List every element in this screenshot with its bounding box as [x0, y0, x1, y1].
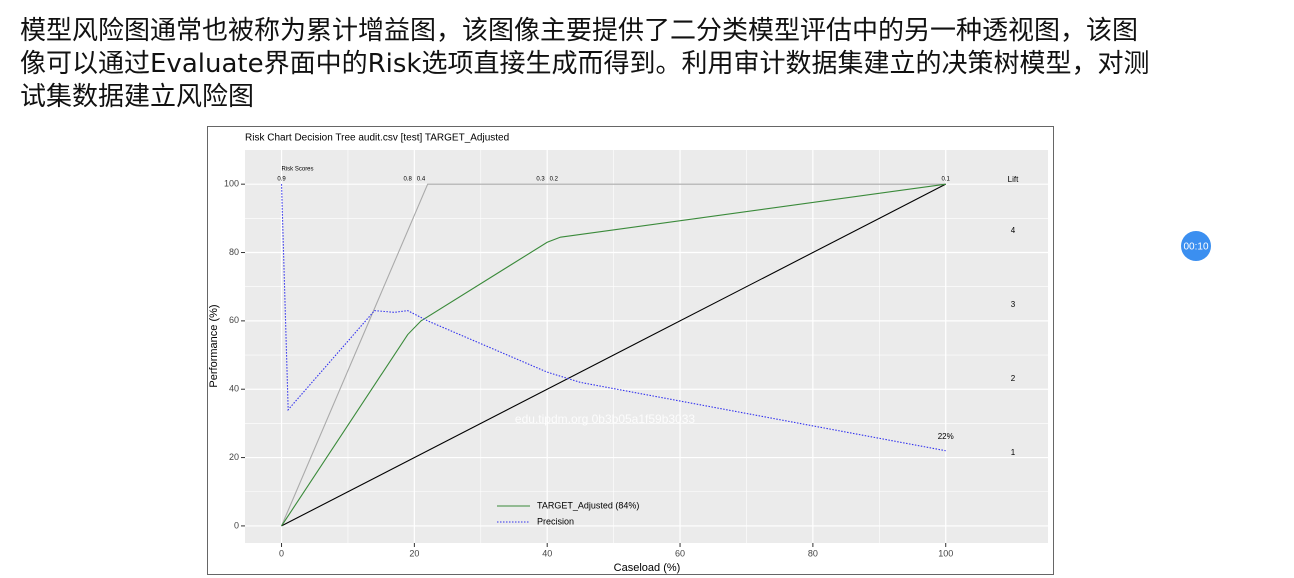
paragraph-line: 像可以通过Evaluate界面中的Risk选项直接生成而得到。利用审计数据集建立…: [20, 49, 1150, 79]
y-tick-label: 40: [229, 384, 239, 394]
data-label: 22%: [938, 432, 954, 441]
y2-tick-label: 3: [1011, 300, 1016, 309]
risk-score-label: 0.4: [417, 177, 426, 183]
paragraph-line: 模型风险图通常也被称为累计增益图，该图像主要提供了二分类模型评估中的另一种透视图…: [20, 16, 1139, 46]
y2-tick-label: 4: [1011, 226, 1016, 235]
x-tick-label: 100: [938, 548, 953, 558]
y2-tick-label: 1: [1011, 448, 1016, 457]
y-axis-label: Performance (%): [208, 304, 220, 387]
risk-score-label: 0.3: [536, 177, 545, 183]
watermark: edu.tipdm.org 0b3b05a1f59b3033: [515, 412, 695, 426]
chart-title: Risk Chart Decision Tree audit.csv [test…: [245, 133, 509, 144]
risk-score-label: 0.2: [550, 177, 559, 183]
paragraph-line: 试集数据建立风险图: [20, 82, 255, 112]
x-tick-label: 0: [279, 548, 284, 558]
series-line: [281, 183, 946, 527]
y2-axis-label: Lift: [1008, 175, 1019, 184]
series-line: [280, 184, 946, 452]
x-tick-label: 60: [675, 548, 685, 558]
risk-score-label: 0.8: [404, 177, 413, 183]
x-tick-label: 20: [409, 548, 419, 558]
y-tick-label: 60: [229, 315, 239, 325]
y-tick-label: 80: [229, 247, 239, 257]
x-tick-label: 80: [808, 548, 818, 558]
plot-panel: [245, 150, 1048, 543]
y2-tick-label: 2: [1011, 374, 1016, 383]
x-tick-label: 40: [542, 548, 552, 558]
x-axis-label: Caseload (%): [614, 562, 681, 574]
series-line: [281, 183, 946, 527]
risk-score-label: 0.1: [942, 177, 951, 183]
risk-scores-title: Risk Scores: [282, 167, 314, 173]
y-tick-label: 0: [234, 520, 239, 530]
risk-score-label: 0.9: [277, 177, 286, 183]
y-tick-label: 20: [229, 452, 239, 462]
timer-badge: [1181, 231, 1211, 261]
series-line: [281, 183, 946, 527]
timer-text: 00:10: [1183, 242, 1208, 253]
y-tick-label: 100: [224, 179, 239, 189]
legend-label: Precision: [537, 516, 574, 526]
legend-label: TARGET_Adjusted (84%): [537, 500, 639, 510]
